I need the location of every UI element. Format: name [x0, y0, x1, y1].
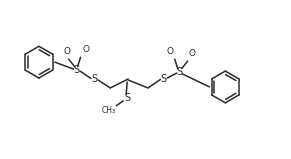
Text: S: S — [177, 67, 183, 77]
Text: S: S — [74, 65, 80, 75]
Text: O: O — [63, 47, 70, 56]
Text: S: S — [124, 93, 130, 103]
Text: O: O — [188, 49, 195, 58]
Text: O: O — [166, 47, 173, 56]
Text: S: S — [161, 74, 167, 84]
Text: CH₃: CH₃ — [101, 106, 116, 115]
Text: S: S — [91, 74, 97, 84]
Text: O: O — [82, 45, 89, 54]
